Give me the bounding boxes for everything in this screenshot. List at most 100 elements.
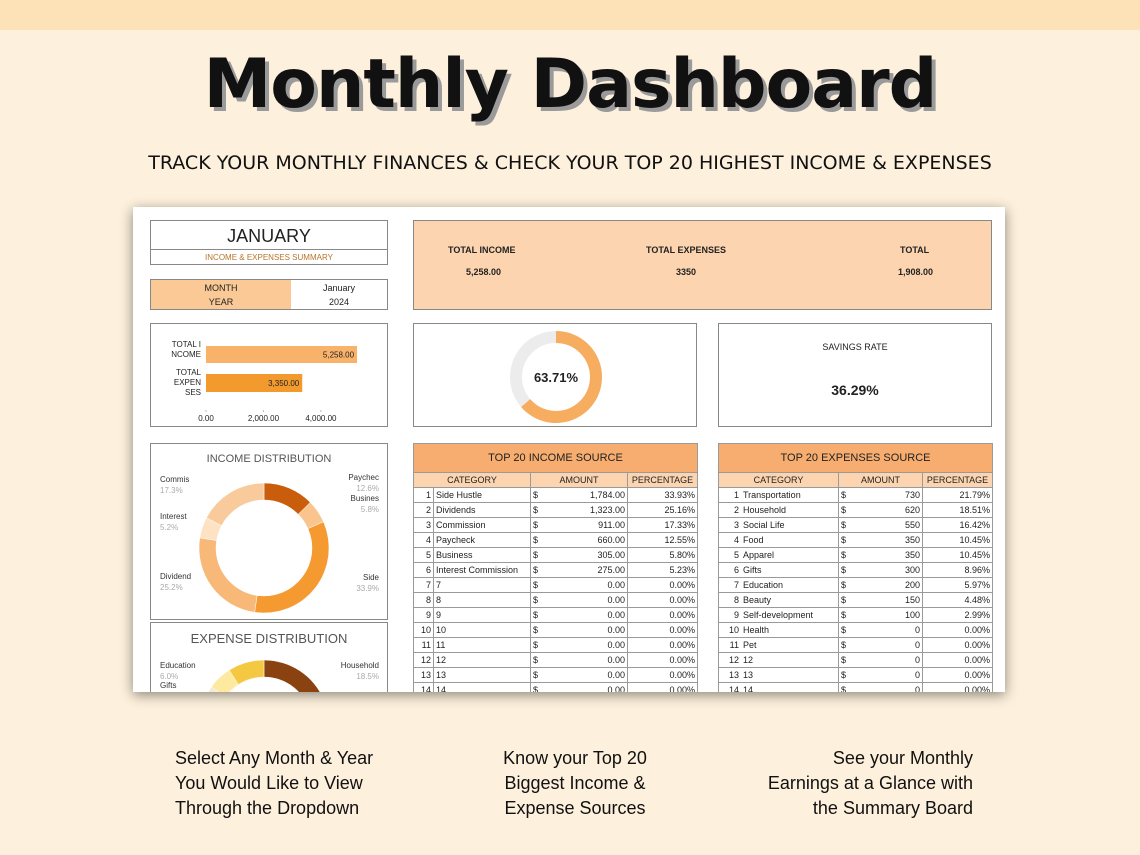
category: Food (743, 535, 764, 545)
table-row: 13 13 $0.00 0.00% (413, 667, 698, 683)
slice-label: 25.2% (160, 583, 183, 592)
income-distribution-box: INCOME DISTRIBUTION Paychec 12.6% Busines 5.… (150, 443, 388, 620)
currency: $ (533, 685, 539, 692)
currency: $ (841, 535, 847, 545)
table-row: 10 Health $0 0.00% (718, 622, 994, 638)
bar-category-label: TOTAL INCOME (171, 340, 201, 359)
amount: 200 (904, 580, 920, 590)
table-row: 3 Commission $911.00 17.33% (413, 517, 698, 533)
category-cell: 14 14 (718, 682, 839, 692)
category: Pet (743, 640, 757, 650)
amount-cell: $275.00 (530, 562, 628, 578)
amount-cell: $200 (838, 577, 923, 593)
table-row: 9 9 $0.00 0.00% (413, 607, 698, 623)
totals-box: TOTAL INCOME 5,258.00 TOTAL EXPENSES 335… (413, 220, 992, 310)
progress-box: 63.71% (413, 323, 697, 427)
category: 12 (743, 655, 754, 665)
currency: $ (841, 490, 847, 500)
percentage: 10.45% (921, 547, 994, 563)
total-value: 1,908.00 (898, 267, 934, 277)
percentage: 17.33% (627, 517, 698, 533)
year-value[interactable]: 2024 (328, 297, 350, 307)
month-label: MONTH (204, 283, 238, 293)
currency: $ (841, 640, 847, 650)
expense-distribution-box: EXPENSE DISTRIBUTIONHousehold18.5%Gifts9… (150, 622, 388, 692)
row-number: 12 (413, 652, 434, 668)
caption: Know your Top 20 Biggest Income & Expense … (435, 746, 715, 821)
category-cell: 2 Household (718, 502, 839, 518)
bar-category-label: TOTAL EXPENSES (173, 368, 201, 397)
month-value[interactable]: January (322, 283, 356, 293)
amount: 0.00 (607, 685, 625, 692)
amount-cell: $300 (838, 562, 923, 578)
row-number: 2 (733, 505, 739, 515)
percentage: 0.00% (921, 637, 994, 653)
category: Household (743, 505, 787, 515)
category: Paycheck (433, 532, 531, 548)
table-row: 1 Transportation $730 21.79% (718, 487, 994, 503)
table-row: 7 7 $0.00 0.00% (413, 577, 698, 593)
donut-slice (254, 521, 330, 614)
amount: 0.00 (607, 625, 625, 635)
currency: $ (533, 535, 539, 545)
amount-cell: $305.00 (530, 547, 628, 563)
row-number: 6 (733, 565, 739, 575)
bar-category: TOTAL EXPENSES (173, 368, 201, 397)
currency: $ (533, 490, 539, 500)
row-number: 9 (733, 610, 739, 620)
row-number: 6 (413, 562, 434, 578)
donut-slice (198, 537, 258, 613)
amount: 275.00 (597, 565, 625, 575)
amount: 0.00 (607, 670, 625, 680)
category: Social Life (743, 520, 785, 530)
caption: See your Monthly Earnings at a Glance wit… (768, 746, 973, 821)
currency: $ (533, 625, 539, 635)
bar-category: TOTAL INCOME (171, 340, 201, 359)
expense-table-wrap: TOP 20 EXPENSES SOURCE CATEGORY AMOUNT PERC… (717, 443, 994, 692)
currency: $ (533, 520, 539, 530)
savings-box: SAVINGS RATE 36.29% (718, 323, 992, 427)
caption-line: Expense Sources (504, 798, 646, 818)
amount: 150 (904, 595, 920, 605)
caption-line: the Summary Board (812, 798, 973, 818)
row-number: 14 (728, 685, 739, 692)
amount-cell: $620 (838, 502, 923, 518)
amount-cell: $0 (838, 622, 923, 638)
table-row: 11 11 $0.00 0.00% (413, 637, 698, 653)
amount-cell: $0.00 (530, 637, 628, 653)
category: 14 (743, 685, 754, 692)
expenses-value: 3350 (676, 267, 697, 277)
percentage: 8.96% (921, 562, 994, 578)
table-row: 7 Education $200 5.97% (718, 577, 994, 593)
category-cell: 13 13 (718, 667, 839, 683)
amount-cell: $0.00 (530, 667, 628, 683)
amount-cell: $0.00 (530, 607, 628, 623)
income-donut: INCOME DISTRIBUTION Paychec 12.6%Busines 5.… (160, 453, 380, 614)
category-cell: 1 Transportation (718, 487, 839, 503)
title: Monthly Dashboard (203, 45, 938, 124)
currency: $ (533, 565, 539, 575)
category-cell: 11 Pet (718, 637, 839, 653)
slice-name: Dividend (160, 572, 191, 581)
currency: $ (841, 625, 847, 635)
table-title: TOP 20 EXPENSES SOURCE (717, 443, 994, 473)
amount: 0.00 (607, 580, 625, 590)
expenses-label: TOTAL EXPENSES (646, 245, 727, 255)
percentage: 0.00% (627, 637, 698, 653)
column-header: PERCENTAGE (921, 472, 994, 488)
amount: 0.00 (607, 595, 625, 605)
amount: 300 (904, 565, 920, 575)
currency: $ (533, 595, 539, 605)
amount-cell: $0.00 (530, 652, 628, 668)
amount: 660.00 (597, 535, 625, 545)
header-row: CATEGORY AMOUNT PERCENTAGE (718, 472, 994, 488)
table-row: 14 14 $0.00 0.00% (413, 682, 698, 692)
slice-name: Busines (351, 494, 379, 503)
row-number: 5 (733, 550, 739, 560)
amount: 620 (904, 505, 920, 515)
x-tick-label: 0.00 (198, 414, 214, 423)
amount-cell: $1,784.00 (530, 487, 628, 503)
amount-cell: $0.00 (530, 577, 628, 593)
currency: $ (841, 655, 847, 665)
category: Beauty (743, 595, 772, 605)
